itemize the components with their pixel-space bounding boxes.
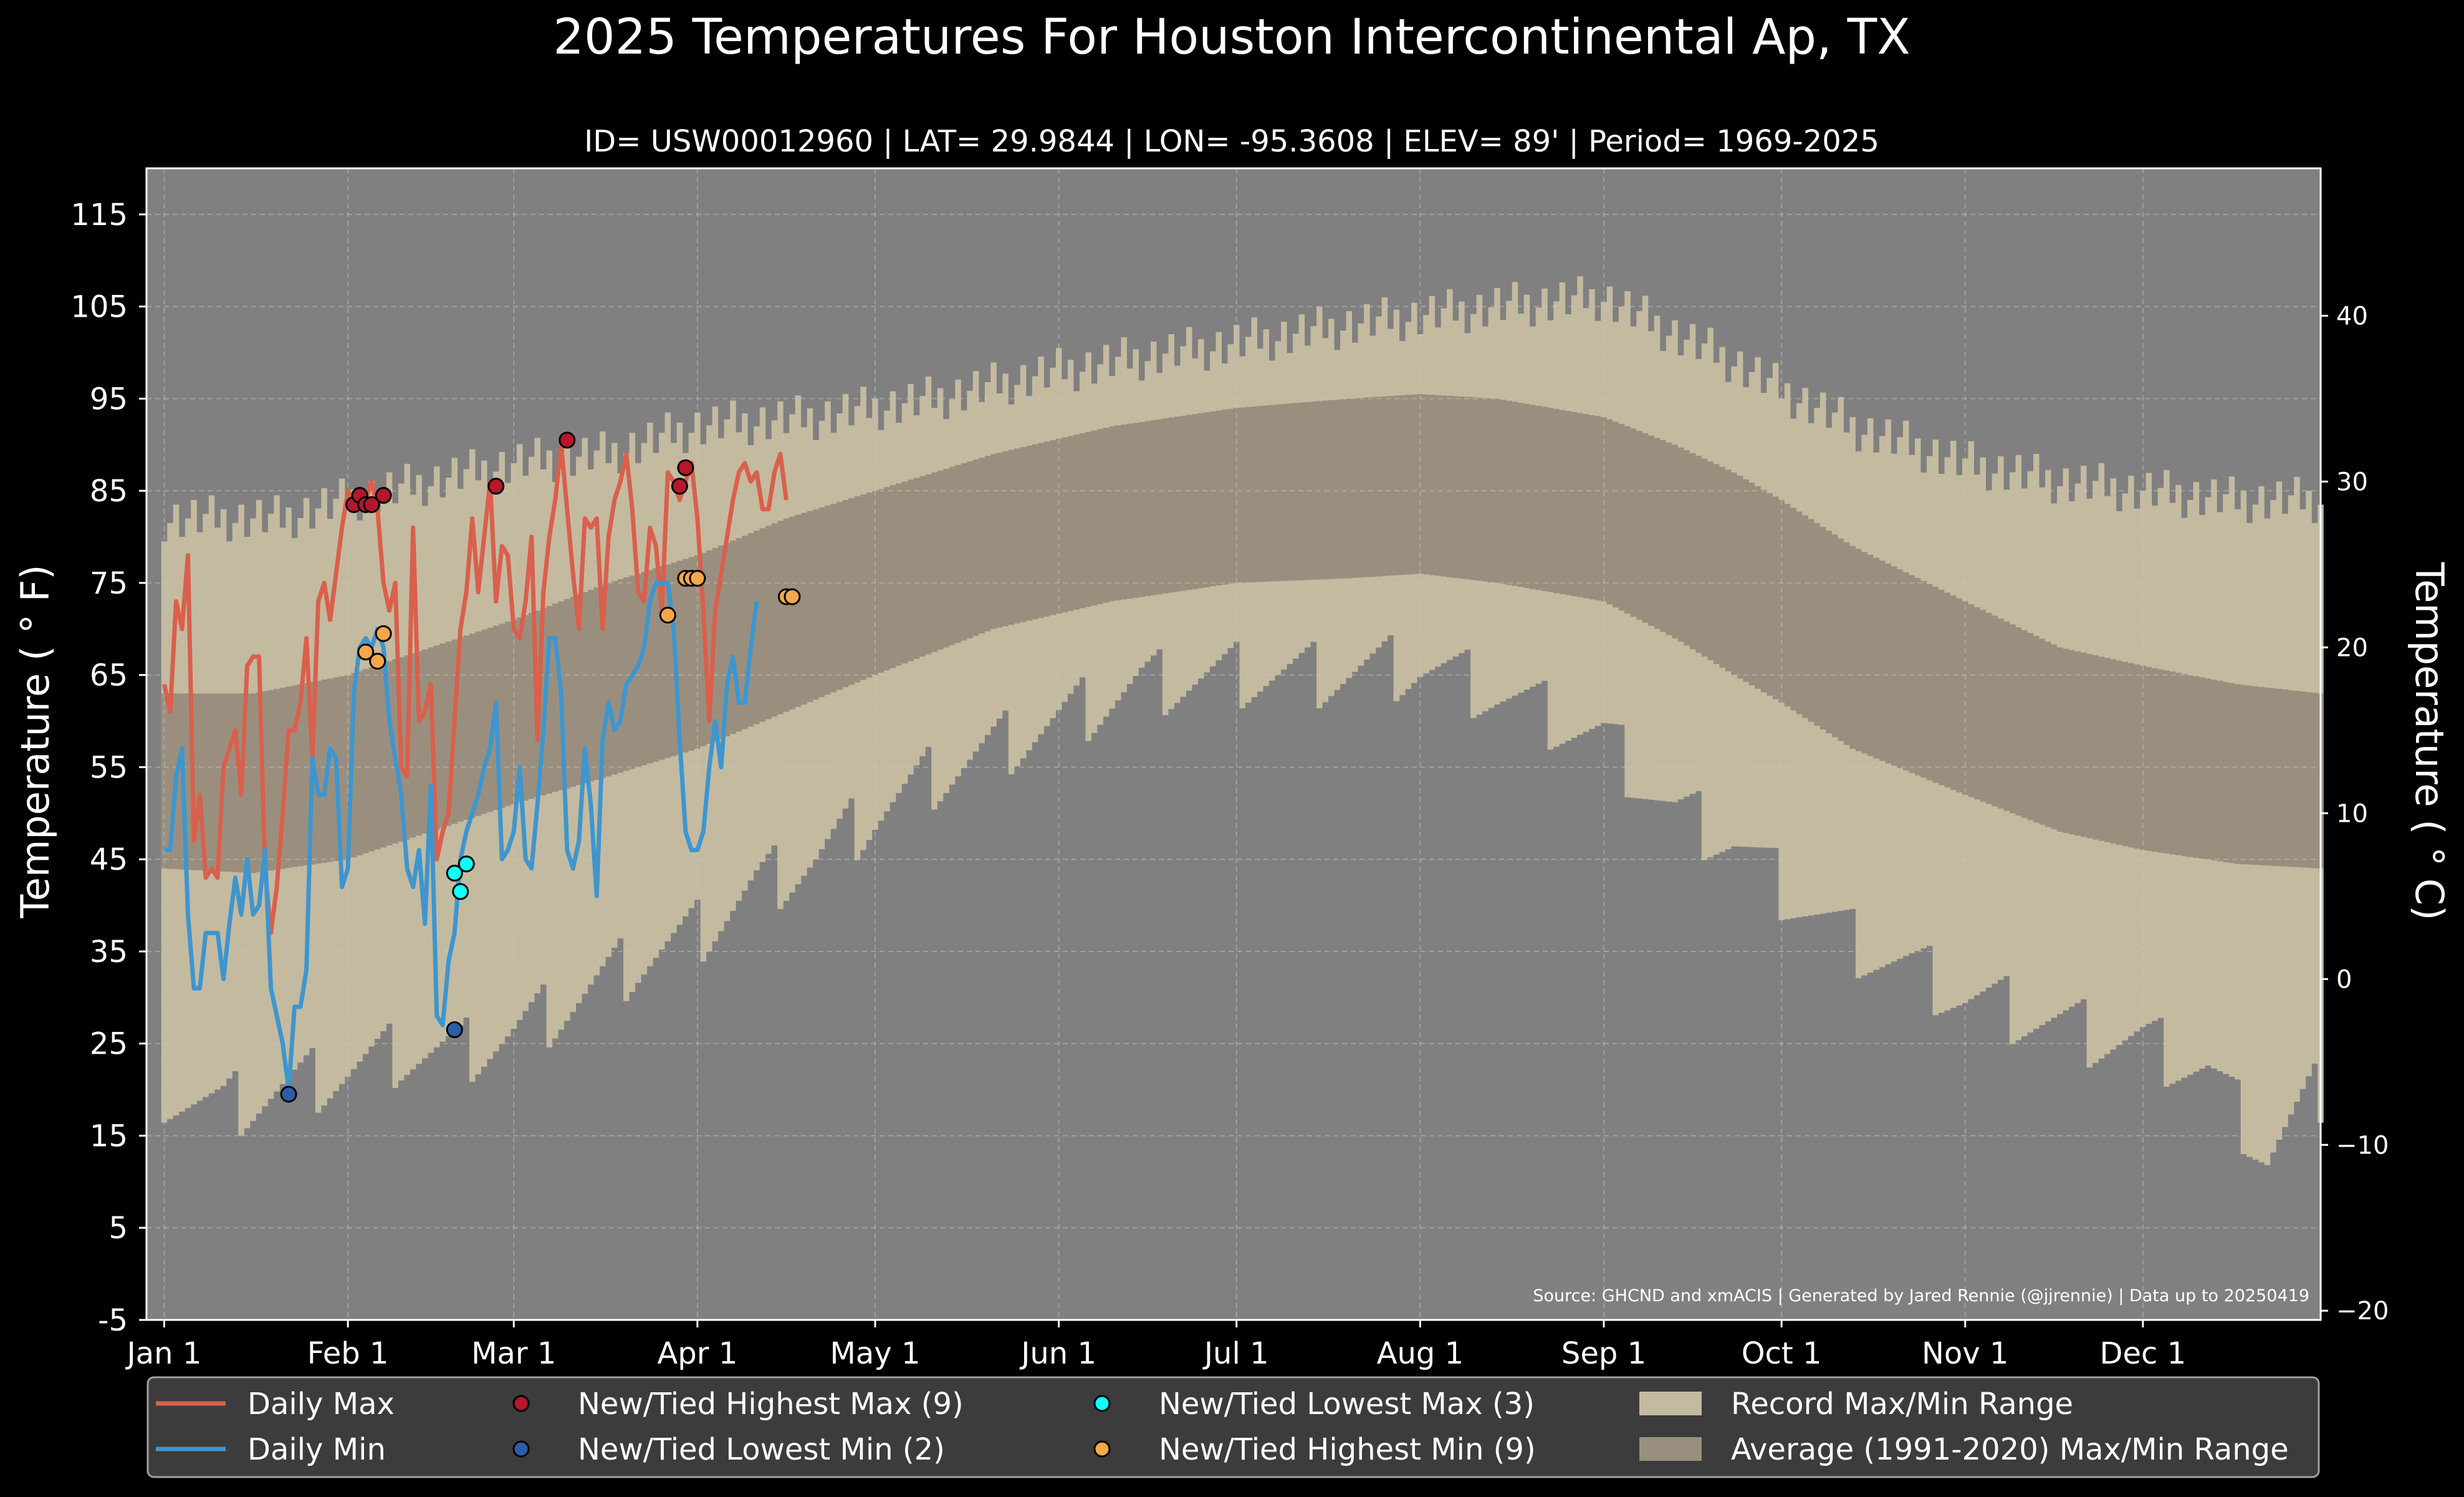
legend-swatch-marker bbox=[1093, 1440, 1111, 1458]
legend-box bbox=[146, 1376, 2320, 1478]
record-marker-3 bbox=[369, 653, 386, 670]
legend-label: New/Tied Highest Max (9) bbox=[578, 1387, 964, 1422]
record-marker-0 bbox=[677, 459, 694, 476]
record-marker-3 bbox=[375, 625, 392, 642]
y-right-tick-label: −20 bbox=[2336, 1297, 2389, 1326]
x-tick-label: Jan 1 bbox=[125, 1336, 202, 1371]
record-marker-1 bbox=[446, 1021, 463, 1039]
y-tick-label: 105 bbox=[70, 290, 128, 325]
x-tick-label: Feb 1 bbox=[307, 1336, 389, 1371]
record-marker-2 bbox=[452, 883, 469, 900]
y-tick-label: 85 bbox=[90, 474, 128, 509]
y-tick-label: -5 bbox=[98, 1303, 128, 1338]
x-tick-label: Sep 1 bbox=[1561, 1336, 1646, 1371]
record-marker-3 bbox=[784, 588, 801, 605]
legend-label: New/Tied Lowest Min (2) bbox=[578, 1432, 945, 1467]
legend-swatch-band bbox=[1639, 1437, 1702, 1461]
record-marker-3 bbox=[659, 607, 676, 624]
y-tick-label: 115 bbox=[70, 198, 128, 233]
record-marker-0 bbox=[487, 478, 505, 495]
record-marker-0 bbox=[363, 496, 380, 513]
record-marker-0 bbox=[671, 478, 688, 495]
x-tick-label: Oct 1 bbox=[1742, 1336, 1822, 1371]
y-right-tick-label: 0 bbox=[2336, 965, 2352, 994]
legend-swatch-marker bbox=[512, 1440, 530, 1458]
x-tick-label: May 1 bbox=[830, 1336, 920, 1371]
average-range-band bbox=[161, 394, 2324, 874]
y-axis-label-right: Temperature ( ° C) bbox=[2407, 562, 2452, 921]
plot-frame bbox=[145, 167, 2322, 1321]
y-right-tick-label: 10 bbox=[2336, 799, 2368, 828]
legend-label: New/Tied Lowest Max (3) bbox=[1159, 1387, 1535, 1422]
x-tick-label: Nov 1 bbox=[1922, 1336, 2008, 1371]
record-marker-1 bbox=[280, 1085, 297, 1103]
chart-subtitle: ID= USW00012960 | LAT= 29.9844 | LON= -9… bbox=[584, 124, 1879, 159]
y-tick-label: 65 bbox=[90, 658, 128, 693]
record-marker-3 bbox=[689, 570, 706, 587]
y-axis-label-left: Temperature ( ° F) bbox=[12, 565, 58, 919]
y-right-tick-label: 30 bbox=[2336, 468, 2368, 496]
legend-label: Average (1991-2020) Max/Min Range bbox=[1731, 1432, 2289, 1467]
y-tick-label: 75 bbox=[90, 566, 128, 601]
record-range-band bbox=[161, 276, 2324, 1165]
record-marker-2 bbox=[446, 864, 463, 882]
legend-label: Record Max/Min Range bbox=[1731, 1387, 2073, 1422]
y-tick-label: 35 bbox=[90, 935, 128, 970]
x-tick-label: Dec 1 bbox=[2100, 1336, 2187, 1371]
legend-swatch-marker bbox=[512, 1395, 530, 1412]
legend-label: Daily Max bbox=[247, 1387, 395, 1422]
y-tick-label: 55 bbox=[90, 750, 128, 785]
y-tick-label: 5 bbox=[108, 1211, 128, 1246]
record-marker-0 bbox=[558, 431, 576, 449]
y-right-tick-label: −10 bbox=[2336, 1131, 2389, 1160]
y-right-tick-label: 20 bbox=[2336, 633, 2368, 662]
plot-area bbox=[146, 168, 2324, 1321]
source-note: Source: GHCND and xmACIS | Generated by … bbox=[1533, 1286, 2309, 1306]
x-tick-label: Jul 1 bbox=[1202, 1336, 1269, 1371]
legend-label: Daily Min bbox=[247, 1432, 386, 1467]
y-right-tick-label: 40 bbox=[2336, 302, 2368, 330]
legend-label: New/Tied Highest Min (9) bbox=[1159, 1432, 1536, 1467]
y-tick-label: 15 bbox=[90, 1119, 128, 1153]
record-marker-2 bbox=[458, 855, 475, 873]
record-marker-3 bbox=[357, 643, 375, 661]
y-tick-label: 45 bbox=[90, 842, 128, 877]
x-tick-label: Jun 1 bbox=[1019, 1336, 1096, 1371]
legend: Daily Max Daily Min New/Tied Highest Max (… bbox=[146, 1376, 2320, 1478]
record-marker-0 bbox=[375, 487, 392, 504]
x-tick-label: Aug 1 bbox=[1377, 1336, 1464, 1371]
axes: -5 5 15 25 35 45 55 65 75 85 95 105 115 −20 −10 0 10 20 30… bbox=[70, 167, 2389, 1371]
y-tick-label: 25 bbox=[90, 1027, 128, 1062]
x-tick-label: Apr 1 bbox=[657, 1336, 737, 1371]
legend-swatch-band bbox=[1639, 1392, 1702, 1415]
chart-title: 2025 Temperatures For Houston Interconti… bbox=[553, 9, 1910, 65]
y-tick-label: 95 bbox=[90, 382, 128, 416]
legend-swatch-marker bbox=[1093, 1395, 1111, 1412]
x-tick-label: Mar 1 bbox=[471, 1336, 556, 1371]
